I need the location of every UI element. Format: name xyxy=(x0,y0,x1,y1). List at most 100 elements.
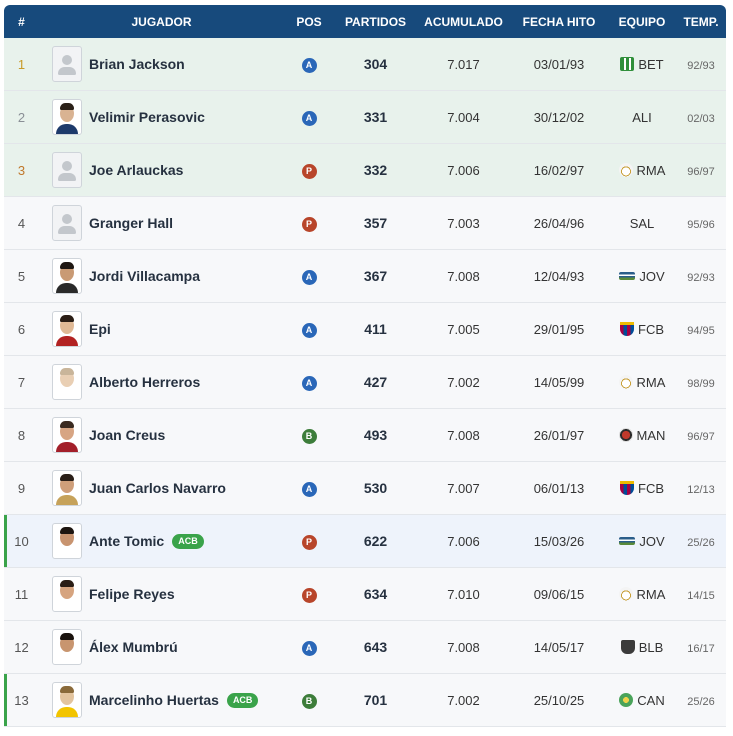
player-name-link[interactable]: Marcelinho Huertas xyxy=(89,692,219,708)
player-avatar[interactable] xyxy=(52,682,82,718)
temporada-value: 12/13 xyxy=(687,483,715,496)
player-name-link[interactable]: Jordi Villacampa xyxy=(89,268,201,284)
acumulado-value: 7.007 xyxy=(447,480,480,496)
rank-cell: 3 xyxy=(4,143,39,197)
table-row[interactable]: 13 Marcelinho Huertas ACB B 701 7.002 25/10/25… xyxy=(4,673,726,727)
team-cell[interactable]: JOV xyxy=(608,249,676,303)
player-name-link[interactable]: Felipe Reyes xyxy=(89,586,175,602)
team-code[interactable]: RMA xyxy=(636,374,666,390)
player-name-link[interactable]: Joe Arlauckas xyxy=(89,162,184,178)
player-cell[interactable]: Brian Jackson xyxy=(39,38,284,91)
player-avatar[interactable] xyxy=(52,311,82,347)
header-temporada[interactable]: TEMP. xyxy=(676,5,726,38)
table-row[interactable]: 7 Alberto Herreros A 427 7.002 14/05/99 RMA 98/… xyxy=(4,355,726,409)
partidos-value: 304 xyxy=(363,56,388,72)
player-name-link[interactable]: Ante Tomic xyxy=(89,533,165,549)
team-code[interactable]: RMA xyxy=(636,162,666,178)
player-cell[interactable]: Epi xyxy=(39,302,284,356)
player-name-link[interactable]: Alberto Herreros xyxy=(89,374,201,390)
team-code[interactable]: SAL xyxy=(629,215,655,231)
player-name-link[interactable]: Granger Hall xyxy=(89,215,174,231)
player-cell[interactable]: Granger Hall xyxy=(39,196,284,250)
team-cell[interactable]: RMA xyxy=(608,143,676,197)
table-row[interactable]: 6 Epi A 411 7.005 29/01/95 FCB 94/95 xyxy=(4,302,726,356)
player-cell[interactable]: Joe Arlauckas xyxy=(39,143,284,197)
table-row[interactable]: 1 Brian Jackson A 304 7.017 03/01/93 BET 92/93 xyxy=(4,38,726,91)
player-name-link[interactable]: Epi xyxy=(89,321,111,337)
player-name-link[interactable]: Juan Carlos Navarro xyxy=(89,480,226,496)
team-code[interactable]: ALI xyxy=(632,109,652,125)
player-avatar[interactable] xyxy=(52,258,82,294)
table-row[interactable]: 12 Álex Mumbrú A 643 7.008 14/05/17 BLB 16/17 xyxy=(4,620,726,674)
team-cell[interactable]: RMA xyxy=(608,567,676,621)
team-code[interactable]: RMA xyxy=(636,586,666,602)
acumulado-cell: 7.002 xyxy=(417,673,510,727)
table-row[interactable]: 4 Granger Hall P 357 7.003 26/04/96 SAL 95/96 xyxy=(4,196,726,250)
player-cell[interactable]: Álex Mumbrú xyxy=(39,620,284,674)
team-cell[interactable]: RMA xyxy=(608,355,676,409)
team-code[interactable]: BLB xyxy=(638,639,664,655)
table-row[interactable]: 5 Jordi Villacampa A 367 7.008 12/04/93 JOV 92/… xyxy=(4,249,726,303)
player-avatar[interactable] xyxy=(52,364,82,400)
team-code[interactable]: BET xyxy=(638,56,664,72)
team-code[interactable]: MAN xyxy=(636,427,666,443)
player-cell[interactable]: Marcelinho Huertas ACB xyxy=(39,673,284,727)
table-row[interactable]: 3 Joe Arlauckas P 332 7.006 16/02/97 RMA 96/97 xyxy=(4,143,726,197)
table-row[interactable]: 10 Ante Tomic ACB P 622 7.006 15/03/26 JOV 25/26 xyxy=(4,514,726,568)
player-cell[interactable]: Jordi Villacampa xyxy=(39,249,284,303)
player-name-link[interactable]: Velimir Perasovic xyxy=(89,109,205,125)
player-name-link[interactable]: Brian Jackson xyxy=(89,56,185,72)
header-rank[interactable]: # xyxy=(4,5,39,38)
team-cell[interactable]: CAN xyxy=(608,673,676,727)
team-cell[interactable]: BLB xyxy=(608,620,676,674)
team-logo-icon xyxy=(619,693,634,707)
header-pos[interactable]: POS xyxy=(284,5,334,38)
player-cell[interactable]: Joan Creus xyxy=(39,408,284,462)
player-avatar[interactable] xyxy=(52,470,82,506)
team-cell[interactable]: FCB xyxy=(608,302,676,356)
table-row[interactable]: 8 Joan Creus B 493 7.008 26/01/97 MAN 96/97 xyxy=(4,408,726,462)
team-code[interactable]: FCB xyxy=(638,321,664,337)
rank-number: 12 xyxy=(14,639,29,655)
player-name-link[interactable]: Joan Creus xyxy=(89,427,166,443)
header-acumulado[interactable]: ACUMULADO xyxy=(417,5,510,38)
player-name-link[interactable]: Álex Mumbrú xyxy=(89,639,178,655)
team-cell[interactable]: JOV xyxy=(608,514,676,568)
player-avatar[interactable] xyxy=(52,205,82,241)
acumulado-cell: 7.003 xyxy=(417,196,510,250)
player-avatar[interactable] xyxy=(52,629,82,665)
player-cell[interactable]: Ante Tomic ACB xyxy=(39,514,284,568)
rank-number: 5 xyxy=(17,268,26,284)
rank-number: 4 xyxy=(17,215,26,231)
temporada-value: 96/97 xyxy=(687,165,715,178)
player-cell[interactable]: Felipe Reyes xyxy=(39,567,284,621)
header-fecha-hito[interactable]: FECHA HITO xyxy=(510,5,608,38)
team-cell[interactable]: SAL xyxy=(608,196,676,250)
player-cell[interactable]: Alberto Herreros xyxy=(39,355,284,409)
player-avatar[interactable] xyxy=(52,576,82,612)
header-equipo[interactable]: EQUIPO xyxy=(608,5,676,38)
team-cell[interactable]: FCB xyxy=(608,461,676,515)
table-row[interactable]: 11 Felipe Reyes P 634 7.010 09/06/15 RMA 14/15 xyxy=(4,567,726,621)
player-cell[interactable]: Velimir Perasovic xyxy=(39,90,284,144)
header-jugador[interactable]: JUGADOR xyxy=(39,5,284,38)
player-avatar[interactable] xyxy=(52,99,82,135)
team-code[interactable]: CAN xyxy=(637,692,665,708)
team-cell[interactable]: BET xyxy=(608,38,676,91)
player-avatar[interactable] xyxy=(52,417,82,453)
player-avatar[interactable] xyxy=(52,152,82,188)
position-badge: B xyxy=(301,693,317,709)
team-code[interactable]: FCB xyxy=(638,480,664,496)
team-cell[interactable]: MAN xyxy=(608,408,676,462)
table-row[interactable]: 9 Juan Carlos Navarro A 530 7.007 06/01/13 FCB… xyxy=(4,461,726,515)
team-code[interactable]: JOV xyxy=(639,533,665,549)
team-code[interactable]: JOV xyxy=(639,268,665,284)
table-row[interactable]: 2 Velimir Perasovic A 331 7.004 30/12/02 ALI 02… xyxy=(4,90,726,144)
team-cell[interactable]: ALI xyxy=(608,90,676,144)
team-logo-icon xyxy=(618,375,633,389)
partidos-value: 493 xyxy=(363,427,388,443)
player-cell[interactable]: Juan Carlos Navarro xyxy=(39,461,284,515)
player-avatar[interactable] xyxy=(52,523,82,559)
header-partidos[interactable]: PARTIDOS xyxy=(334,5,417,38)
player-avatar[interactable] xyxy=(52,46,82,82)
